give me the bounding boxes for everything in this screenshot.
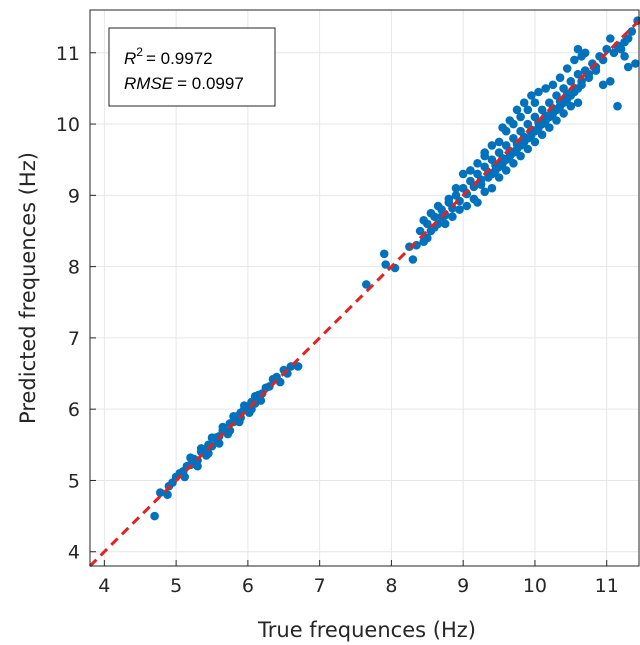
y-tick-label: 9 bbox=[68, 185, 80, 207]
data-point bbox=[613, 102, 622, 111]
data-point bbox=[556, 73, 565, 82]
r2-value: = 0.9972 bbox=[146, 49, 213, 68]
x-tick-label: 5 bbox=[170, 575, 182, 597]
x-tick-label: 7 bbox=[314, 575, 326, 597]
x-tick-label: 6 bbox=[242, 575, 254, 597]
y-tick-label: 4 bbox=[68, 542, 80, 564]
data-point bbox=[524, 134, 533, 143]
data-point bbox=[606, 77, 615, 86]
data-point bbox=[441, 220, 450, 229]
rmse-label: RMSE = 0.0997 bbox=[124, 74, 244, 93]
y-tick-label: 11 bbox=[56, 43, 80, 65]
data-point bbox=[219, 423, 228, 432]
x-axis-title: True frequences (Hz) bbox=[257, 618, 476, 642]
data-point bbox=[541, 84, 550, 93]
data-point bbox=[506, 116, 515, 125]
y-tick-label: 7 bbox=[68, 328, 80, 350]
data-point bbox=[434, 202, 443, 211]
rmse-value: = 0.0997 bbox=[177, 74, 244, 93]
data-point bbox=[498, 123, 507, 132]
data-point bbox=[257, 396, 266, 405]
data-point bbox=[502, 155, 511, 164]
x-tick-label: 8 bbox=[385, 575, 397, 597]
data-point bbox=[473, 159, 482, 168]
x-tick-label: 10 bbox=[523, 575, 547, 597]
data-point bbox=[563, 64, 572, 73]
rmse-symbol: RMSE bbox=[124, 74, 174, 93]
data-point bbox=[380, 250, 389, 259]
data-point bbox=[488, 184, 497, 193]
y-tick-label: 6 bbox=[68, 399, 80, 421]
x-tick-label: 9 bbox=[457, 575, 469, 597]
data-point bbox=[466, 166, 475, 175]
stats-box: R2 = 0.9972 RMSE = 0.0997 bbox=[109, 28, 275, 106]
data-point bbox=[513, 106, 522, 115]
data-point bbox=[545, 113, 554, 122]
data-point bbox=[628, 27, 637, 36]
y-tick-label: 8 bbox=[68, 257, 80, 279]
data-point bbox=[570, 56, 579, 65]
data-point bbox=[452, 184, 461, 193]
y-axis-title: Predicted frequences (Hz) bbox=[16, 152, 40, 424]
data-point bbox=[620, 52, 629, 61]
r2-superscript: 2 bbox=[136, 45, 143, 59]
r2-symbol: R bbox=[124, 49, 136, 68]
data-point bbox=[606, 34, 615, 43]
data-point bbox=[448, 212, 457, 221]
x-tick-label: 11 bbox=[595, 575, 619, 597]
data-point bbox=[240, 401, 249, 410]
data-point bbox=[520, 98, 529, 107]
data-point bbox=[480, 152, 489, 161]
data-point bbox=[427, 209, 436, 218]
data-point bbox=[631, 59, 640, 68]
data-point bbox=[567, 91, 576, 100]
y-tick-label: 5 bbox=[68, 470, 80, 492]
data-point bbox=[419, 216, 428, 225]
data-point bbox=[235, 418, 244, 427]
x-tick-label: 4 bbox=[98, 575, 110, 597]
y-tick-label: 10 bbox=[56, 114, 80, 136]
data-point bbox=[197, 444, 206, 453]
data-point bbox=[574, 98, 583, 107]
data-point bbox=[495, 138, 504, 147]
data-point bbox=[581, 49, 590, 58]
data-point bbox=[150, 512, 159, 521]
data-point bbox=[463, 202, 472, 211]
data-point bbox=[445, 195, 454, 204]
data-point bbox=[470, 195, 479, 204]
data-point bbox=[409, 255, 418, 264]
